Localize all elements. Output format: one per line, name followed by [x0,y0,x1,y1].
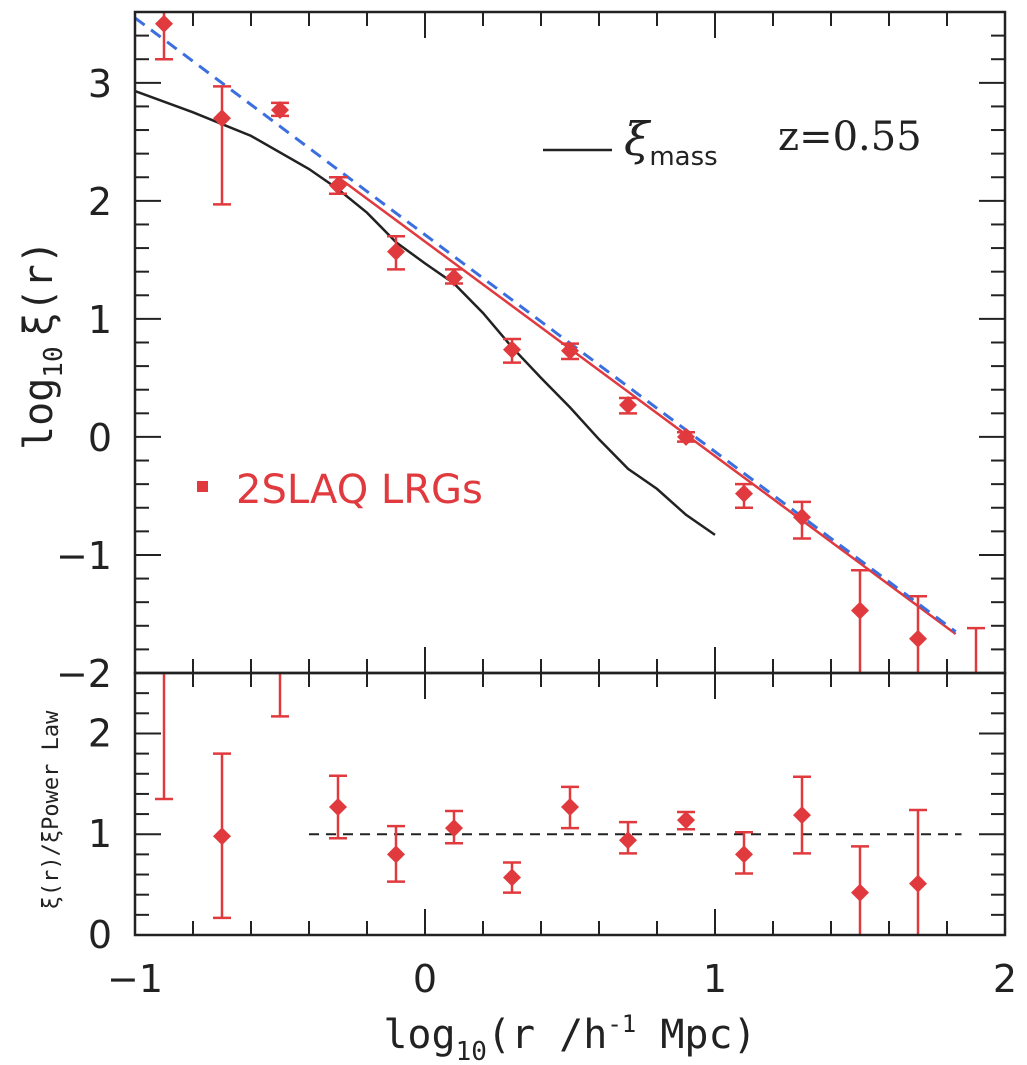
bottom-y-axis-label: ξ(r)/ξPower Law [39,710,64,909]
data-point [445,819,463,838]
data-point [735,845,753,864]
top-y-tick-label: 3 [88,62,112,106]
data-point [445,268,463,287]
data-point [851,883,869,902]
data-point [271,100,289,119]
top-y-tick-labels: −2 −1 0 1 2 3 [56,62,112,696]
data-point [619,831,637,850]
data-point [677,811,695,830]
top-panel: −2 −1 0 1 2 3 log10ξ(r) ξmass z=0.55 2SLAQ LR… [16,10,1007,696]
bottom-panel: 012 −1 0 1 2 ξ(r)/ξPower Law log10(r /h-1 M… [39,671,1017,1065]
x-tick-label: 2 [993,957,1017,1001]
top-y-tick-label: −1 [56,534,112,578]
power-law-fit-line [337,176,957,636]
data-point [503,868,521,887]
data-point [619,396,637,415]
top-y-tick-label: 1 [88,298,112,342]
top-axis-ticks [134,11,1006,674]
top-series [135,12,985,673]
data-point [735,484,753,503]
data-point [851,601,869,620]
x-axis-label: log10(r /h-1 Mpc) [383,1010,756,1065]
data-point [677,427,695,446]
x-tick-label: −1 [107,957,163,1001]
top-y-tick-label: 2 [88,180,112,224]
bottom-x-tick-labels: −1 0 1 2 [107,957,1017,1001]
legend-marker [197,481,208,492]
data-point [387,242,405,261]
data-point [503,340,521,359]
mass-legend-label: ξmass [624,112,718,172]
data-point [793,806,811,825]
data-point [909,629,927,648]
xi-mass-curve [135,89,716,536]
data-point [561,798,579,817]
x-tick-label: 1 [703,957,727,1001]
bottom-y-tick-label: 0 [88,913,112,957]
x-tick-label: 0 [413,957,437,1001]
dashed-model-line [135,16,957,633]
top-y-axis-label: log10ξ(r) [16,240,69,450]
top-y-tick-label: −2 [56,652,112,696]
bottom-series [155,673,962,935]
bottom-y-tick-label: 2 [88,711,112,755]
data-point [387,845,405,864]
data-point [793,508,811,527]
redshift-label: z=0.55 [778,114,922,160]
top-y-tick-label: 0 [88,416,112,460]
data-point [909,874,927,893]
data-point [561,341,579,360]
data-point [329,798,347,817]
bottom-y-tick-labels: 0 1 2 [88,711,112,957]
data-point [213,109,231,128]
bottom-frame [133,671,1007,937]
data-point [213,827,231,846]
bottom-axis-ticks [134,672,1006,936]
legend-label: 2SLAQ LRGs [236,467,483,513]
bottom-y-tick-label: 1 [88,812,112,856]
data-point [155,14,173,33]
data-point [329,176,347,195]
